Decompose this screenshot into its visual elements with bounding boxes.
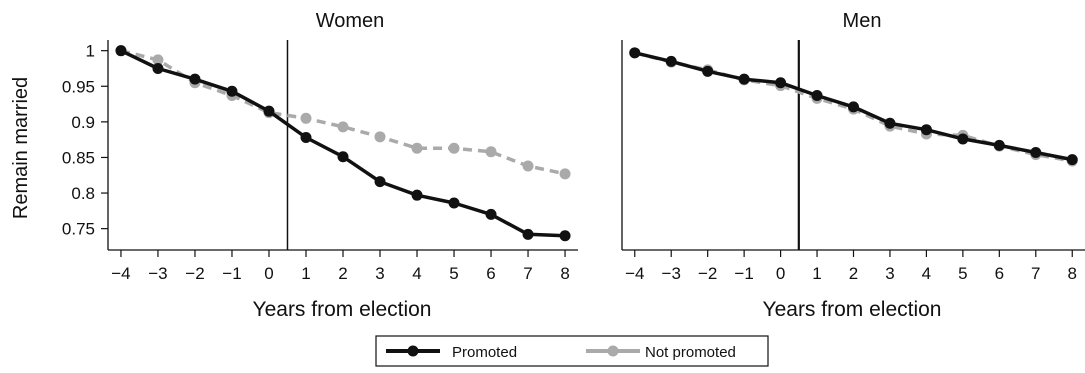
y-tick-label-women: 1 [86, 42, 95, 61]
x-tick-label-women: 7 [523, 264, 532, 283]
y-tick-label-women: 0.95 [62, 77, 95, 96]
x-tick-label-women: 5 [449, 264, 458, 283]
x-tick-label-women: 6 [486, 264, 495, 283]
data-point-promoted-women [115, 45, 127, 57]
data-point-promoted-men [629, 47, 641, 59]
data-point-promoted-women [263, 105, 275, 117]
data-point-not-promoted-women [337, 121, 349, 133]
legend-swatch-promoted-marker [407, 345, 419, 357]
x-tick-label-men: 7 [1031, 264, 1040, 283]
data-point-promoted-women [189, 73, 201, 85]
x-tick-label-men: 6 [995, 264, 1004, 283]
data-point-not-promoted-women [152, 54, 164, 66]
data-point-promoted-men [1030, 146, 1042, 158]
data-point-promoted-men [1066, 154, 1078, 166]
y-tick-label-women: 0.9 [71, 113, 95, 132]
x-tick-label-men: 4 [922, 264, 931, 283]
marks-men [629, 47, 1078, 167]
series-line-promoted-women [120, 49, 566, 238]
axes-women: −4 −3 −2 −1 0 1 2 3 4 5 6 7 8 1 0.95 0.9 0.85 0.8 0.75 [62, 40, 578, 283]
data-point-promoted-men [920, 124, 932, 136]
x-tick-label-men: 0 [776, 264, 785, 283]
data-point-promoted-women [522, 228, 534, 240]
data-point-not-promoted-women [559, 168, 571, 180]
data-point-promoted-women [485, 208, 497, 220]
x-tick-label-women: 2 [338, 264, 347, 283]
legend-label-not-promoted: Not promoted [645, 344, 736, 361]
y-tick-label-women: 0.8 [71, 184, 95, 203]
y-tick-label-women: 0.85 [62, 148, 95, 167]
x-tick-label-men: −2 [698, 264, 717, 283]
panel-title-men: Men [843, 10, 882, 32]
x-tick-label-women: −4 [111, 264, 130, 283]
x-tick-label-women: −3 [148, 264, 167, 283]
marks-women [115, 45, 571, 242]
data-point-not-promoted-women [411, 142, 423, 154]
data-point-promoted-women [374, 176, 386, 188]
x-tick-label-women: 3 [375, 264, 384, 283]
x-axis-label-men: Years from election [763, 298, 942, 321]
x-tick-label-men: −1 [734, 264, 753, 283]
data-point-promoted-women [337, 151, 349, 163]
y-axis-label: Remain married [10, 77, 32, 219]
panel-title-women: Women [316, 10, 385, 32]
x-tick-label-men: 5 [958, 264, 967, 283]
x-tick-label-men: −4 [625, 264, 644, 283]
x-tick-label-women: 8 [560, 264, 569, 283]
data-point-not-promoted-women [374, 131, 386, 143]
data-point-not-promoted-women [485, 146, 497, 158]
data-point-promoted-men [702, 65, 714, 77]
data-point-promoted-women [300, 132, 312, 144]
data-point-promoted-men [957, 133, 969, 145]
panel-women: Women Remain married Years from election… [10, 10, 578, 321]
x-tick-label-women: 4 [412, 264, 421, 283]
data-point-not-promoted-women [300, 112, 312, 124]
data-point-promoted-men [811, 90, 823, 102]
x-tick-label-men: 1 [812, 264, 821, 283]
x-axis-label-women: Years from election [253, 298, 432, 321]
data-point-promoted-men [993, 139, 1005, 151]
x-tick-label-women: −1 [222, 264, 241, 283]
x-tick-label-women: −2 [185, 264, 204, 283]
x-tick-label-men: 3 [885, 264, 894, 283]
data-point-promoted-women [152, 62, 164, 74]
legend-box [375, 335, 769, 367]
data-point-promoted-women [559, 230, 571, 242]
data-point-promoted-men [738, 73, 750, 85]
panel-men: Men Years from election −4 −3 −2 −1 0 1 2 3 4 5 6 7… [621, 10, 1085, 321]
y-tick-label-women: 0.75 [62, 220, 95, 239]
legend-swatch-not-promoted-marker [607, 345, 619, 357]
legend: Promoted Not promoted [375, 335, 769, 367]
x-tick-label-women: 1 [301, 264, 310, 283]
x-tick-label-men: 2 [849, 264, 858, 283]
legend-label-promoted: Promoted [452, 344, 517, 361]
data-point-promoted-men [848, 101, 859, 113]
data-point-promoted-men [665, 55, 677, 67]
data-point-promoted-women [226, 85, 238, 97]
axes-men: −4 −3 −2 −1 0 1 2 3 4 5 6 7 8 [621, 40, 1085, 283]
data-point-not-promoted-women [522, 160, 534, 172]
x-tick-label-men: −3 [662, 264, 681, 283]
data-point-promoted-women [411, 189, 423, 201]
data-point-promoted-women [448, 197, 460, 209]
data-point-promoted-men [884, 117, 896, 129]
data-point-promoted-men [775, 77, 787, 89]
x-tick-label-men: 8 [1068, 264, 1077, 283]
x-tick-label-women: 0 [264, 264, 273, 283]
data-point-not-promoted-women [448, 142, 460, 154]
